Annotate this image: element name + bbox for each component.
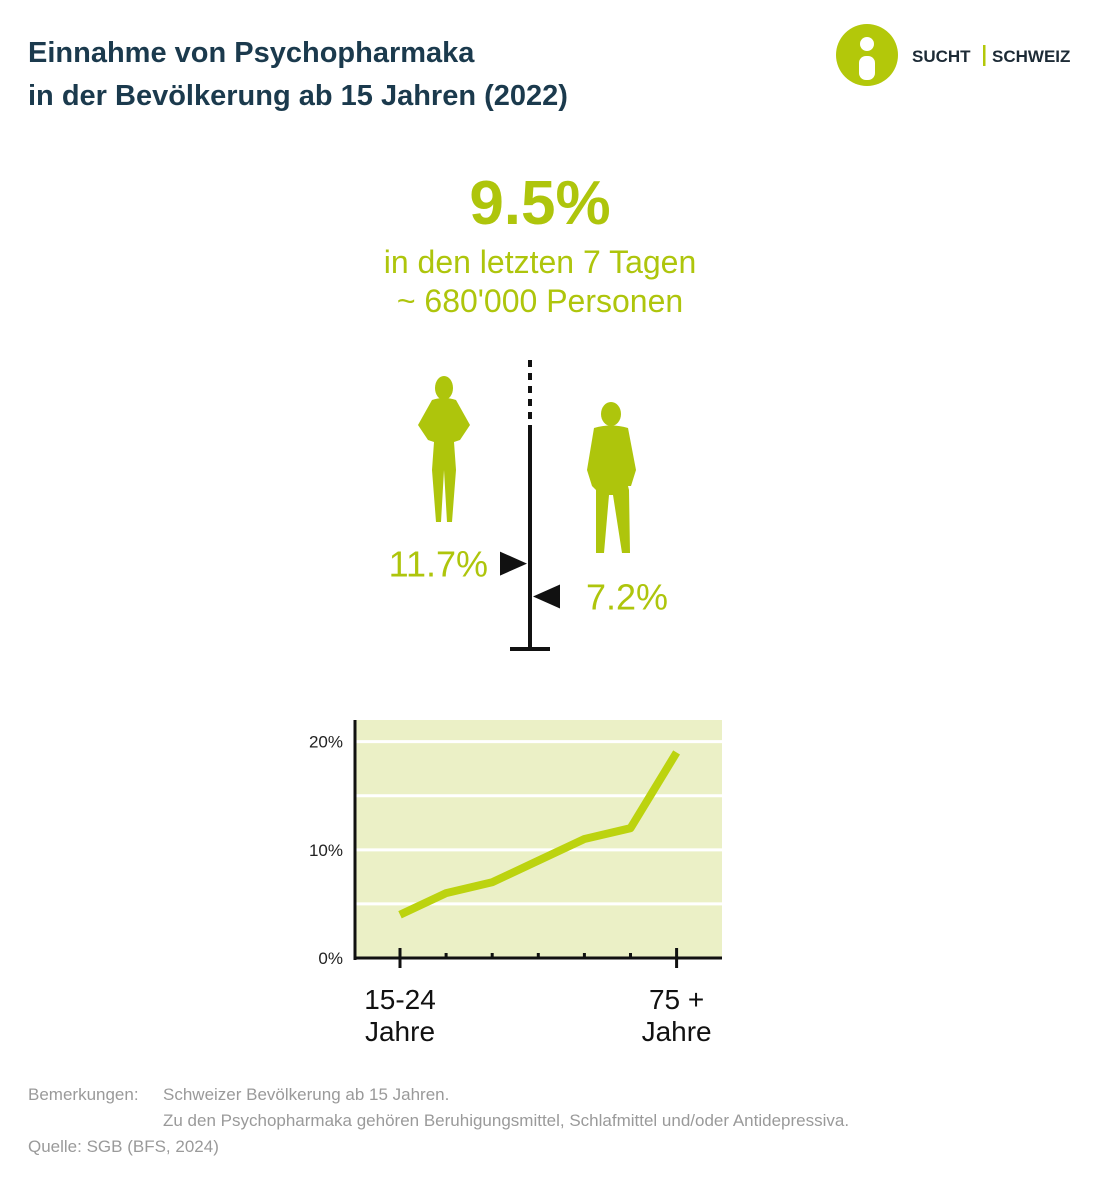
headline-value: 9.5% (469, 169, 610, 238)
note-row: Bemerkungen: Schweizer Bevölkerung ab 15 … (28, 1082, 849, 1108)
title-line: Einnahme von Psychopharmaka (28, 37, 475, 69)
logo-circle (836, 24, 898, 86)
y-tick-label: 10% (309, 841, 343, 860)
note-row: Zu den Psychopharmaka gehören Beruhigung… (28, 1108, 849, 1134)
y-tick-label: 20% (309, 733, 343, 752)
logo-icon (859, 56, 875, 80)
note-label: Bemerkungen: (28, 1085, 139, 1104)
woman-icon (418, 376, 470, 522)
logo-divider (983, 45, 986, 66)
title-line: in der Bevölkerung ab 15 Jahren (2022) (28, 80, 568, 112)
logo-text: SUCHT (912, 47, 971, 66)
marker-label: 7.2% (586, 576, 668, 617)
x-tick-label: 15-24 Jahre (364, 984, 436, 1047)
y-tick-label: 0% (318, 949, 343, 968)
plot-background (355, 720, 722, 958)
logo: SUCHT SCHWEIZ (836, 24, 1070, 86)
marker-label: 11.7% (389, 544, 488, 585)
logo-text: SCHWEIZ (992, 47, 1070, 66)
data-line (398, 750, 681, 919)
man-icon (587, 402, 636, 553)
note-text: Schweizer Bevölkerung ab 15 Jahren. (163, 1085, 450, 1104)
note-text: Zu den Psychopharmaka gehören Beruhigung… (163, 1111, 850, 1130)
x-tick-label: 75 + Jahre (641, 984, 712, 1047)
headline-subtitle: ~ 680'000 Personen (397, 283, 683, 319)
logo-icon (860, 37, 874, 51)
headline-subtitle: in den letzten 7 Tagen (384, 244, 697, 280)
notes: Bemerkungen: Schweizer Bevölkerung ab 15 … (28, 1082, 849, 1160)
marker-arrow (533, 584, 560, 609)
note-source: Quelle: SGB (BFS, 2024) (28, 1137, 219, 1156)
marker-arrow (500, 551, 527, 576)
